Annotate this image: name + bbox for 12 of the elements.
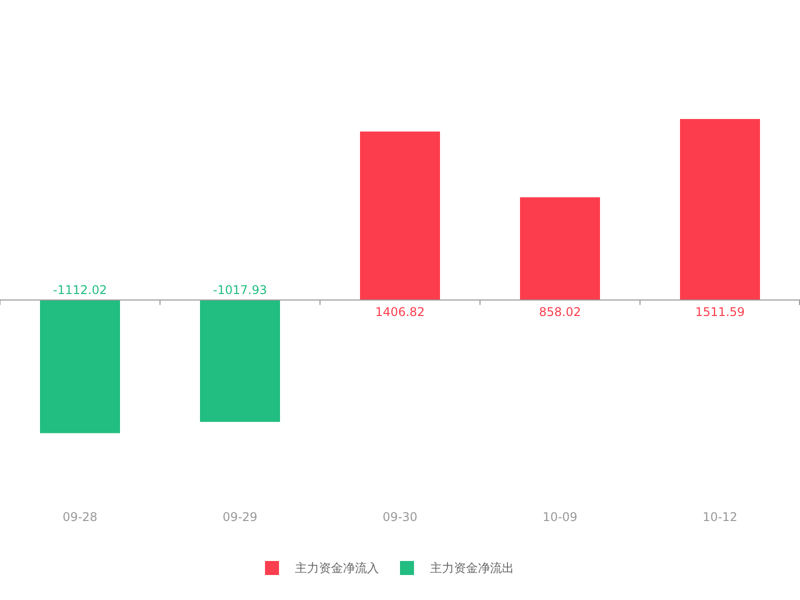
x-tick-label: 10-12 xyxy=(702,510,738,524)
x-tick-label: 09-29 xyxy=(222,510,258,524)
data-label: 858.02 xyxy=(539,305,581,319)
legend-label: 主力资金净流出 xyxy=(430,561,514,575)
x-tick-label: 09-28 xyxy=(62,510,98,524)
legend-label: 主力资金净流入 xyxy=(295,561,379,575)
data-label: -1017.93 xyxy=(213,283,267,297)
x-tick-label: 10-09 xyxy=(542,510,578,524)
x-tick-label: 09-30 xyxy=(382,510,418,524)
data-label: 1406.82 xyxy=(375,305,425,319)
data-label: 1511.59 xyxy=(695,305,745,319)
data-label: -1112.02 xyxy=(53,283,107,297)
